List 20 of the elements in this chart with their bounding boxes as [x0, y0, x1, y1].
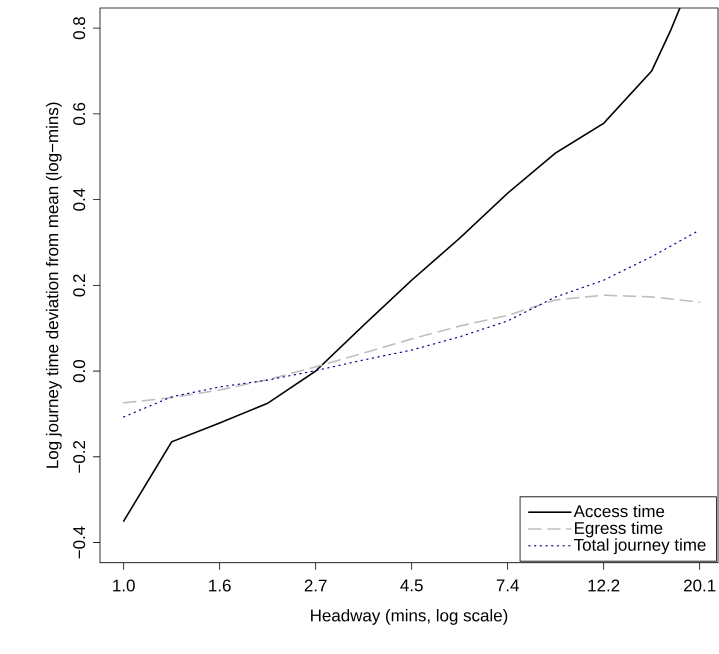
- y-axis-title: Log journey time deviation from mean (log−mins): [46, 102, 62, 468]
- x-axis-title: Headway (mins, log scale): [311, 609, 508, 625]
- legend-label: Total journey time: [574, 538, 706, 554]
- y-tick-label: 0.4: [73, 188, 86, 211]
- y-tick-label: 0.6: [73, 102, 86, 125]
- x-tick-label: 7.4: [496, 580, 519, 592]
- line-series: [122, 294, 700, 404]
- y-tick-label: 0.2: [73, 274, 86, 296]
- legend-label: Egress time: [575, 522, 662, 538]
- y-tick-label: 0.8: [73, 17, 86, 40]
- legend-label: Access time: [574, 504, 664, 518]
- x-tick-label: 2.7: [304, 580, 327, 592]
- y-tick-label: −0.2: [73, 440, 86, 473]
- x-tick-label: 20.1: [684, 580, 716, 592]
- x-tick-label: 12.2: [588, 580, 620, 592]
- x-tick-label: 1.6: [209, 580, 231, 592]
- x-tick-label: 4.5: [400, 580, 423, 592]
- x-tick-label: 1.0: [113, 580, 135, 592]
- y-tick-label: −0.4: [73, 526, 86, 558]
- y-tick-label: 0.0: [73, 360, 86, 382]
